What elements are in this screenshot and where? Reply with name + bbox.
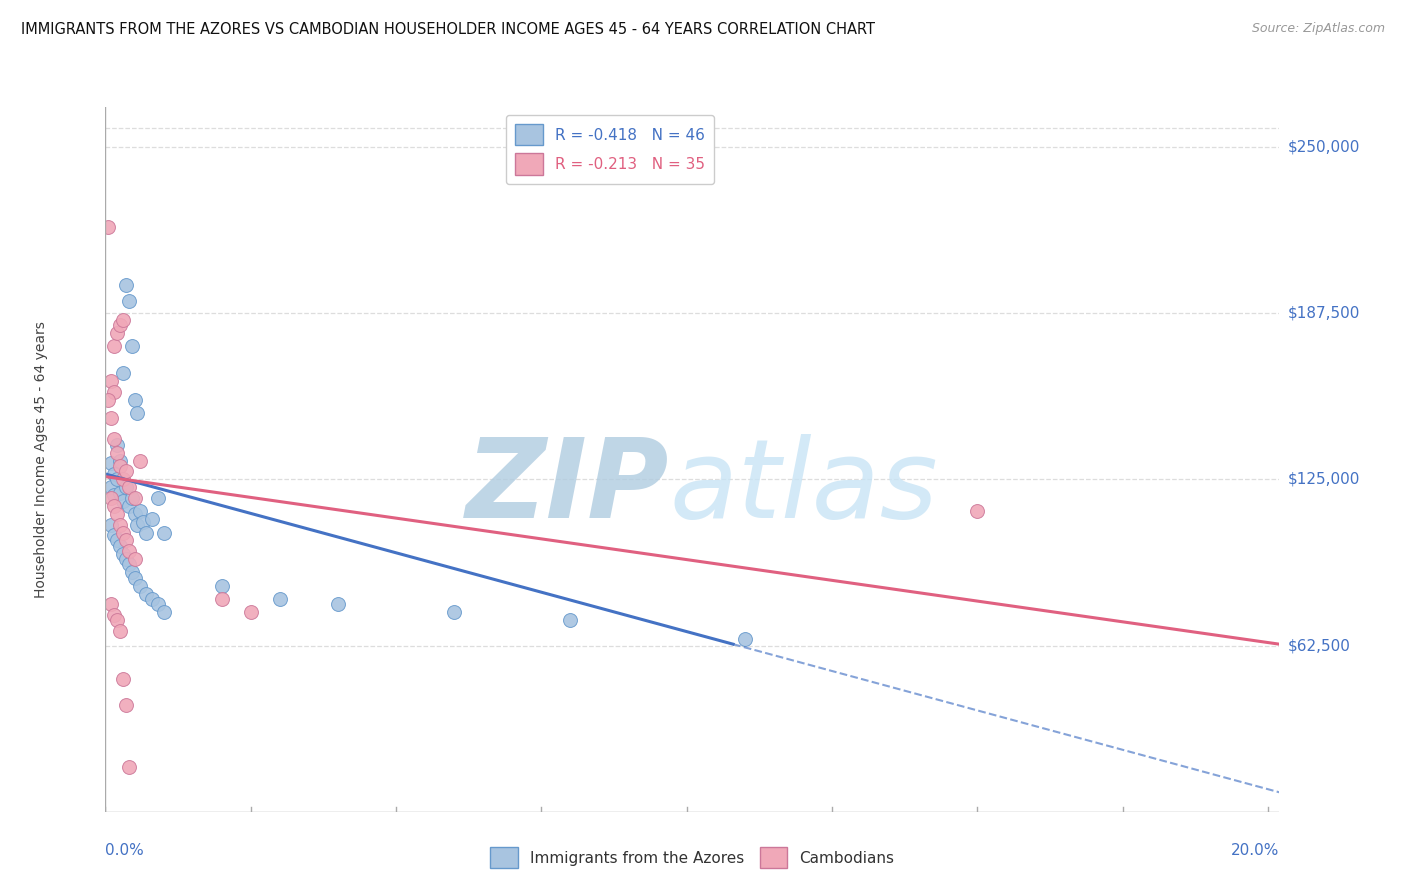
Point	[152, 605, 174, 619]
Point	[124, 491, 146, 505]
Text: $187,500: $187,500	[1288, 306, 1360, 320]
Point	[146, 491, 169, 505]
Point	[111, 493, 134, 508]
Point	[118, 558, 141, 572]
Point	[114, 480, 136, 494]
Text: IMMIGRANTS FROM THE AZORES VS CAMBODIAN HOUSEHOLDER INCOME AGES 45 - 64 YEARS CO: IMMIGRANTS FROM THE AZORES VS CAMBODIAN …	[21, 22, 875, 37]
Point	[103, 607, 125, 622]
Point	[97, 392, 120, 407]
Point	[105, 507, 128, 521]
Point	[103, 528, 125, 542]
Point	[127, 406, 149, 420]
Text: $125,000: $125,000	[1288, 472, 1360, 487]
Point	[108, 517, 131, 532]
Point	[103, 433, 125, 447]
Point	[108, 485, 131, 500]
Point	[135, 587, 157, 601]
Point	[108, 318, 131, 332]
Point	[129, 579, 152, 593]
Point	[100, 456, 122, 470]
Point	[135, 525, 157, 540]
Text: $62,500: $62,500	[1288, 638, 1351, 653]
Point	[121, 491, 143, 505]
Point	[105, 533, 128, 548]
Point	[105, 326, 128, 340]
Point	[239, 605, 262, 619]
Point	[118, 480, 141, 494]
Point	[111, 547, 134, 561]
Text: $250,000: $250,000	[1288, 139, 1360, 154]
Point	[124, 507, 146, 521]
Point	[108, 539, 131, 553]
Point	[108, 624, 131, 638]
Point	[966, 504, 988, 518]
Point	[100, 374, 122, 388]
Point	[108, 453, 131, 467]
Text: Source: ZipAtlas.com: Source: ZipAtlas.com	[1251, 22, 1385, 36]
Point	[108, 458, 131, 473]
Point	[114, 533, 136, 548]
Point	[105, 613, 128, 627]
Point	[100, 411, 122, 425]
Point	[103, 467, 125, 481]
Point	[100, 517, 122, 532]
Point	[103, 488, 125, 502]
Point	[103, 339, 125, 353]
Point	[105, 472, 128, 486]
Point	[100, 480, 122, 494]
Point	[114, 552, 136, 566]
Point	[124, 552, 146, 566]
Point	[211, 579, 233, 593]
Point	[103, 499, 125, 513]
Point	[141, 512, 163, 526]
Point	[100, 491, 122, 505]
Point	[97, 219, 120, 234]
Point	[111, 525, 134, 540]
Point	[124, 392, 146, 407]
Point	[111, 366, 134, 380]
Point	[121, 566, 143, 580]
Point	[443, 605, 465, 619]
Point	[269, 592, 291, 607]
Point	[129, 453, 152, 467]
Point	[114, 464, 136, 478]
Point	[114, 698, 136, 713]
Point	[152, 525, 174, 540]
Point	[129, 504, 152, 518]
Point	[124, 571, 146, 585]
Text: Householder Income Ages 45 - 64 years: Householder Income Ages 45 - 64 years	[34, 321, 48, 598]
Point	[111, 672, 134, 686]
Point	[734, 632, 756, 646]
Text: atlas: atlas	[669, 434, 938, 541]
Point	[211, 592, 233, 607]
Point	[146, 597, 169, 611]
Point	[100, 597, 122, 611]
Point	[121, 339, 143, 353]
Point	[105, 438, 128, 452]
Point	[141, 592, 163, 607]
Point	[118, 499, 141, 513]
Point	[132, 515, 155, 529]
Point	[103, 384, 125, 399]
Point	[114, 278, 136, 293]
Text: ZIP: ZIP	[465, 434, 669, 541]
Point	[118, 294, 141, 309]
Point	[560, 613, 582, 627]
Point	[118, 544, 141, 558]
Point	[111, 312, 134, 326]
Text: 20.0%: 20.0%	[1232, 844, 1279, 858]
Point	[118, 759, 141, 773]
Point	[127, 517, 149, 532]
Text: 0.0%: 0.0%	[105, 844, 145, 858]
Point	[105, 446, 128, 460]
Point	[326, 597, 349, 611]
Legend: Immigrants from the Azores, Cambodians: Immigrants from the Azores, Cambodians	[484, 840, 901, 874]
Point	[111, 472, 134, 486]
